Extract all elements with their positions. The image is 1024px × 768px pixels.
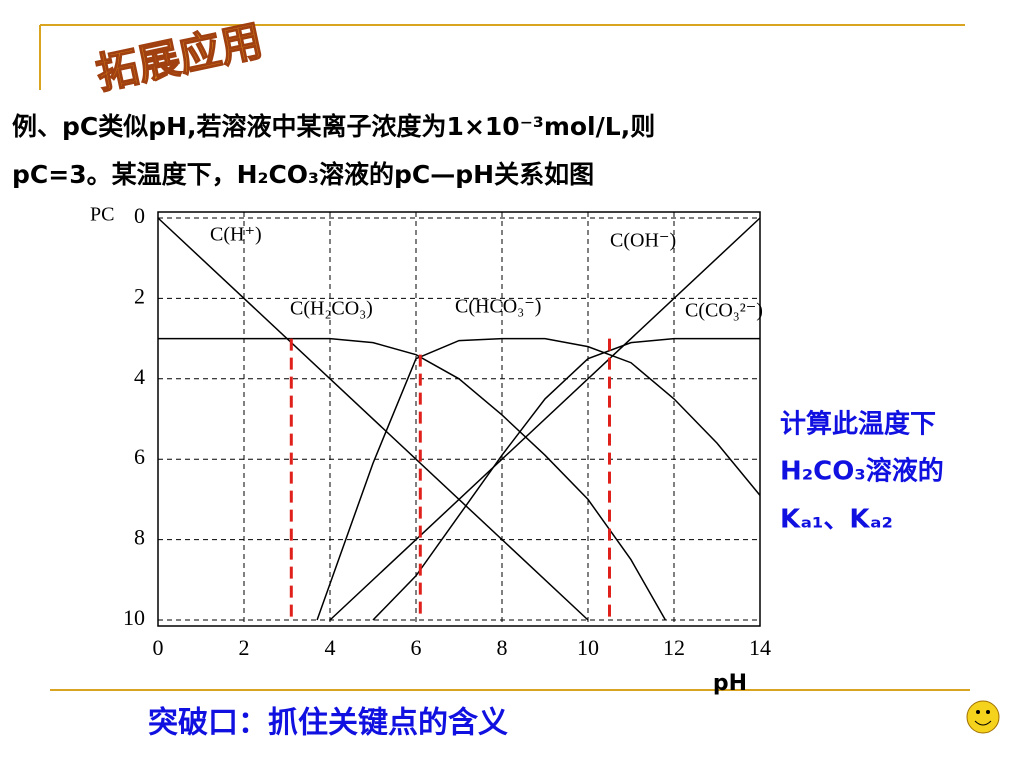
text-line: pC=3。某温度下，H₂CO₃溶液的pC—pH关系如图 [12, 160, 594, 189]
series-line [157, 217, 589, 621]
y-tick-label: 4 [134, 364, 145, 389]
x-tick-label: 6 [411, 635, 422, 660]
y-tick-label: 10 [123, 605, 145, 630]
x-tick-label: 4 [325, 635, 336, 660]
footer: 突破口：抓住关键点的含义 [148, 706, 508, 741]
x-tick-label: 12 [663, 635, 685, 660]
header: 拓展应用 [92, 16, 267, 99]
series-label: C(CO₃²⁻) [685, 300, 763, 322]
plot-frame [157, 211, 761, 627]
y-tick-label: 8 [134, 525, 145, 550]
y-tick-label: 2 [134, 283, 145, 308]
side-note: Kₐ₁、Kₐ₂ [780, 505, 893, 535]
side-note: 计算此温度下 [780, 409, 936, 440]
x-tick-label: 10 [577, 635, 599, 660]
x-axis-label: pH [713, 671, 747, 696]
series-label: C(H₂CO₃) [290, 298, 373, 320]
smiley [966, 700, 1000, 734]
series-label: C(HCO₃⁻) [455, 296, 541, 318]
y-tick-label: 6 [134, 444, 145, 469]
series-line [158, 337, 667, 621]
x-tick-label: 0 [153, 635, 164, 660]
y-tick-label: 0 [134, 203, 145, 228]
series-label: C(OH⁻) [610, 230, 676, 252]
series-line [372, 337, 760, 621]
x-tick-label: 2 [239, 635, 250, 660]
x-tick-label: 14 [749, 635, 771, 660]
side-note: H₂CO₃溶液的 [780, 456, 944, 487]
y-axis-label: PC [90, 204, 114, 226]
series-line [329, 217, 761, 621]
text-line: 例、pC类似pH,若溶液中某离子浓度为1×10⁻³mol/L,则 [12, 112, 655, 141]
x-tick-label: 8 [497, 635, 508, 660]
series-line [316, 337, 761, 621]
series-label: C(H⁺) [210, 224, 262, 246]
